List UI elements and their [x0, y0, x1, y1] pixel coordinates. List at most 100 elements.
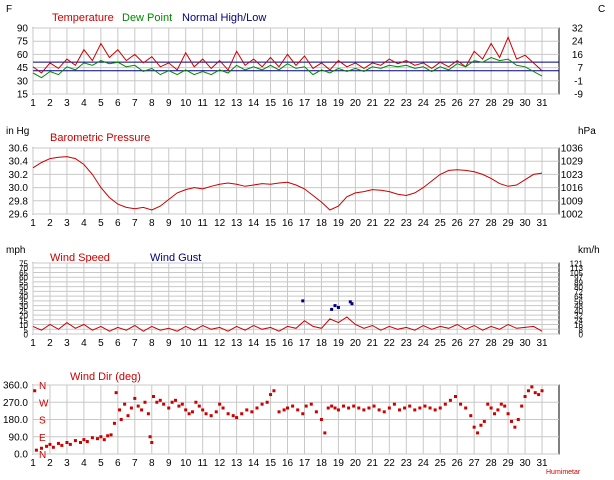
x-tick-label: 7 [132, 218, 138, 229]
x-tick-label: 28 [486, 458, 498, 469]
x-tick-label: 8 [149, 338, 155, 349]
wind-dir-deg-point [162, 402, 166, 406]
wind-dir-deg-point [197, 404, 201, 408]
wind-dir-deg-point [438, 406, 442, 410]
wind-dir-deg-point [403, 406, 407, 410]
y2-tick-label: 72 [574, 288, 583, 297]
legend-barometric-pressure: Barometric Pressure [50, 132, 150, 144]
legend-wind-gust: Wind Gust [150, 252, 201, 264]
wind-dir-deg-point [112, 421, 116, 425]
compass-label: N [39, 450, 46, 461]
y2-tick-label: 105 [570, 269, 584, 278]
x-tick-label: 4 [81, 458, 87, 469]
y-tick-label: 90.0 [9, 432, 29, 443]
wind-dir-deg-point [423, 404, 427, 408]
wind-dir-deg-point [357, 406, 361, 410]
compass-label: E [39, 433, 46, 444]
wind-dir-deg-point [90, 436, 94, 440]
wind-dir-deg-point [296, 408, 300, 412]
wind-dir-deg-point [235, 416, 239, 420]
wind-dir-deg-point [398, 408, 402, 412]
x-tick-label: 11 [197, 218, 208, 229]
left-unit-label: in Hg [6, 126, 29, 137]
left-unit-label: mph [6, 245, 25, 256]
wind-dir-deg-point [218, 402, 222, 406]
x-tick-label: 7 [132, 458, 138, 469]
wind-dir-deg-point [530, 385, 534, 389]
legend-dew-point: Dew Point [122, 12, 172, 24]
wind-dir-deg-point [265, 400, 269, 404]
x-tick-label: 21 [367, 458, 379, 469]
wind-dir-deg-point [143, 400, 147, 404]
y2-tick-label: 1023 [561, 170, 584, 181]
x-tick-label: 1 [30, 218, 36, 229]
wind-dir-deg-point [301, 412, 305, 416]
x-tick-label: 20 [350, 98, 362, 109]
wind-dir-deg-point [214, 410, 218, 414]
wind-dir-deg-point [506, 412, 510, 416]
x-tick-label: 18 [316, 98, 328, 109]
wind-dir-deg-point [119, 418, 123, 421]
y-tick-label: 360.0 [3, 381, 28, 392]
y2-tick-label: 56 [574, 297, 583, 306]
x-tick-label: 8 [149, 98, 155, 109]
wind-dir-deg-point [330, 404, 334, 408]
x-tick-label: 30 [520, 458, 532, 469]
x-tick-label: 6 [115, 98, 121, 109]
wind-dir-deg-point [347, 406, 351, 410]
x-tick-label: 25 [435, 458, 447, 469]
x-tick-label: 13 [231, 218, 243, 229]
watermark: Humimetar [546, 469, 581, 476]
wind-dir-deg-point [382, 410, 386, 414]
wind-dir-deg-point [33, 389, 37, 393]
x-tick-label: 18 [316, 218, 328, 229]
x-tick-label: 24 [418, 98, 430, 109]
wind-dir-deg-point [167, 406, 171, 410]
x-tick-label: 13 [231, 458, 243, 469]
y-tick-label: 65 [19, 269, 28, 278]
wind-dir-deg-point [352, 404, 356, 408]
y-tick-label: 90 [17, 24, 29, 35]
wind-dir-deg-point [433, 408, 437, 412]
wind-dir-deg-point [209, 414, 213, 418]
x-tick-label: 1 [30, 338, 36, 349]
x-tick-label: 10 [180, 338, 192, 349]
x-tick-label: 13 [231, 98, 243, 109]
wind-dir-deg-point [493, 412, 497, 416]
wind-dir-deg-point [187, 412, 191, 416]
x-tick-label: 16 [282, 218, 294, 229]
wind-dir-deg-point [177, 404, 181, 408]
wind-dir-deg-point [323, 431, 327, 435]
x-tick-label: 20 [350, 458, 362, 469]
wind-dir-deg-point [453, 395, 457, 398]
wind-dir-deg-point [459, 402, 463, 406]
y2-tick-label: 0 [579, 331, 584, 340]
legend-normal-high-low: Normal High/Low [182, 12, 266, 24]
left-unit-label: F [6, 4, 12, 15]
x-tick-label: 20 [350, 218, 362, 229]
wind-dir-deg-point [99, 435, 103, 439]
y2-tick-label: 24 [572, 37, 584, 48]
x-tick-label: 14 [248, 218, 260, 229]
x-tick-label: 3 [64, 218, 70, 229]
y2-tick-label: 16 [574, 321, 583, 330]
wind-dir-deg-point [408, 404, 412, 408]
y2-tick-label: 97 [574, 274, 583, 283]
x-tick-label: 3 [64, 338, 70, 349]
wind-dir-deg-point [79, 441, 83, 444]
wind-dir-deg-point [309, 402, 313, 406]
x-tick-label: 11 [197, 98, 208, 109]
y2-tick-label: 113 [570, 264, 583, 273]
wind-dir-deg-point [342, 404, 346, 408]
wind-dir-deg-point [155, 400, 159, 404]
x-tick-label: 2 [47, 458, 53, 469]
compass-label: N [39, 381, 46, 392]
x-tick-label: 11 [197, 458, 208, 469]
y-tick-label: 45 [19, 288, 28, 297]
y-tick-label: 30 [19, 302, 28, 311]
x-tick-label: 10 [180, 98, 192, 109]
wind-dir-deg-point [464, 406, 468, 410]
y-tick-label: 20 [19, 312, 28, 321]
wind-dir-deg-point [56, 441, 60, 445]
x-tick-label: 19 [333, 338, 345, 349]
